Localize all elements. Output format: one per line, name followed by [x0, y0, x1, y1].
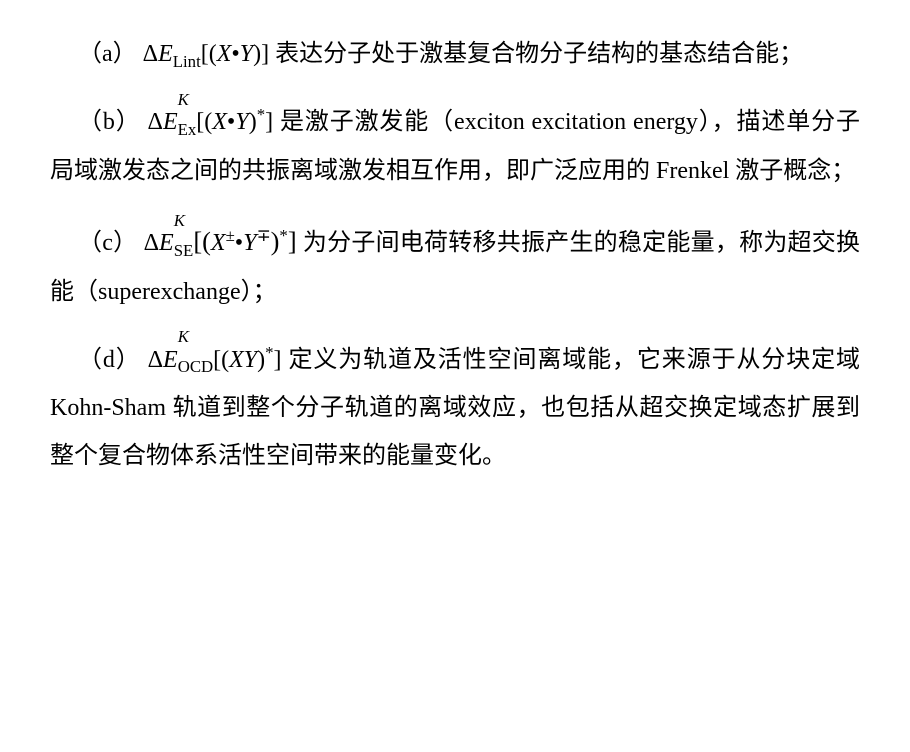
bullet-a: •: [231, 41, 239, 67]
text-c2: ）；: [241, 279, 277, 305]
bo-d: [(: [213, 347, 229, 373]
Y-a: Y: [240, 41, 253, 67]
sub-d: OCD: [178, 357, 213, 376]
bullet-c: •: [235, 230, 243, 256]
X-c: X: [211, 230, 226, 256]
bc-a: )]: [253, 41, 269, 67]
XY-d: XY: [229, 347, 257, 373]
bbc-c: ]: [288, 226, 297, 256]
po-c: (: [202, 226, 211, 256]
Ys-c: ∓: [257, 226, 271, 245]
ic-b: ): [249, 109, 257, 135]
eng-b: exciton excitation energy: [454, 109, 698, 135]
text-b1: 是激子激发能（: [280, 109, 454, 135]
formula-c: ΔESEK[(X±•Y∓)*]: [144, 230, 303, 256]
delta-d: Δ: [148, 347, 163, 373]
star-d: *: [265, 343, 273, 362]
para-b: （b） ΔEExK[(X•Y)*] 是激子激发能（exciton excitat…: [50, 98, 860, 194]
label-d: （d）: [78, 347, 141, 373]
star-b: *: [257, 105, 265, 124]
bc-b: ]: [265, 109, 273, 135]
delta-b: Δ: [148, 109, 163, 135]
bo-b: [(: [196, 109, 212, 135]
E-d: E: [163, 347, 178, 373]
delta-c: Δ: [144, 230, 159, 256]
X-b: X: [212, 109, 227, 135]
delta-a: Δ: [143, 41, 158, 67]
Y-c: Y: [243, 230, 256, 256]
bc-d: ]: [274, 347, 282, 373]
ic-d: ): [257, 347, 265, 373]
Xs-c: ±: [226, 226, 235, 245]
eng-c: superexchange: [98, 279, 241, 305]
E-b: E: [163, 109, 178, 135]
para-a: （a） ΔELint[(X•Y)] 表达分子处于激基复合物分子结构的基态结合能；: [50, 30, 860, 78]
sub-c: SE: [174, 241, 194, 260]
formula-a: ΔELint[(X•Y)]: [143, 41, 275, 67]
bbo-c: [: [193, 226, 202, 256]
X-a: X: [217, 41, 232, 67]
star-c: *: [279, 226, 287, 245]
formula-d: ΔEOCDK[(XY)*]: [148, 347, 289, 373]
label-a: （a）: [78, 41, 137, 67]
bo-a: [(: [201, 41, 217, 67]
para-d: （d） ΔEOCDK[(XY)*] 定义为轨道及活性空间离域能，它来源于从分块定…: [50, 336, 860, 480]
sub-a: Lint: [173, 52, 201, 71]
para-c: （c） ΔESEK[(X±•Y∓)*] 为分子间电荷转移共振产生的稳定能量，称为…: [50, 215, 860, 316]
E-c: E: [159, 230, 174, 256]
sub-b: Ex: [178, 120, 197, 139]
formula-b: ΔEExK[(X•Y)*]: [148, 109, 280, 135]
sup-d: K: [178, 320, 189, 354]
text-a: 表达分子处于激基复合物分子结构的基态结合能；: [275, 41, 803, 67]
E-a: E: [158, 41, 173, 67]
sup-c: K: [174, 204, 185, 238]
Y-b: Y: [235, 109, 248, 135]
sup-b: K: [178, 83, 189, 117]
label-c: （c）: [78, 230, 137, 256]
label-b: （b）: [78, 109, 141, 135]
